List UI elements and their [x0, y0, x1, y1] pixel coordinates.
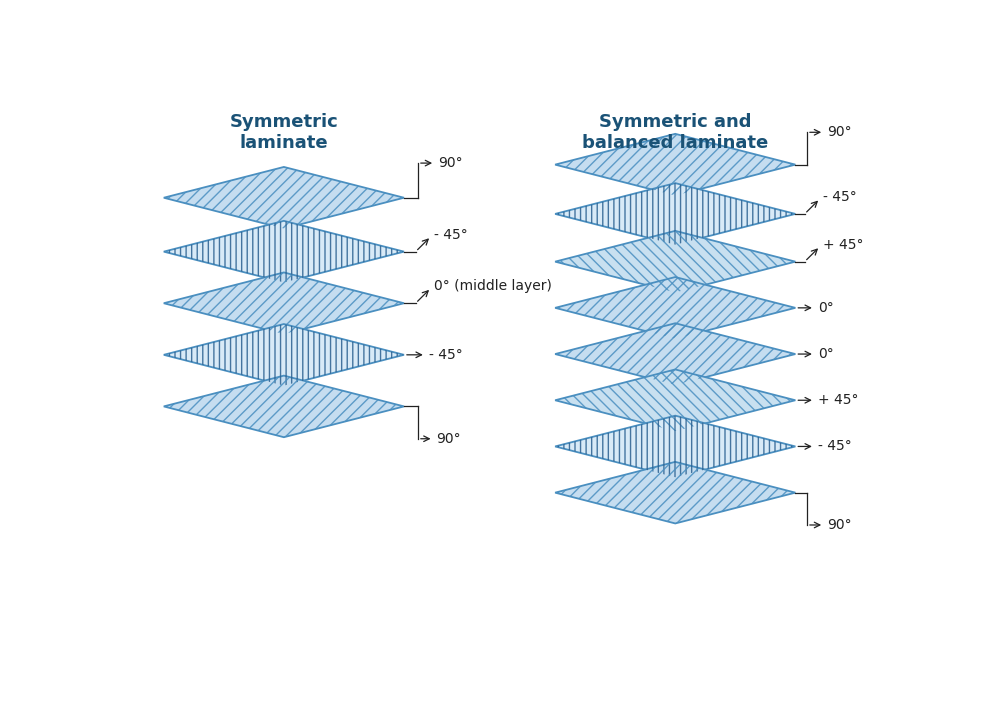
Text: 90°: 90° — [437, 432, 461, 446]
Text: - 45°: - 45° — [823, 190, 857, 204]
Text: - 45°: - 45° — [434, 228, 468, 242]
Text: Symmetric and
balanced laminate: Symmetric and balanced laminate — [582, 113, 768, 152]
Polygon shape — [555, 370, 795, 431]
Polygon shape — [555, 183, 795, 245]
Polygon shape — [555, 134, 795, 196]
Text: + 45°: + 45° — [818, 393, 858, 407]
Text: 90°: 90° — [827, 518, 852, 532]
Text: 0° (middle layer): 0° (middle layer) — [434, 279, 552, 294]
Polygon shape — [164, 324, 404, 385]
Text: - 45°: - 45° — [818, 439, 852, 454]
Text: 90°: 90° — [827, 125, 852, 139]
Text: + 45°: + 45° — [823, 237, 864, 252]
Polygon shape — [164, 375, 404, 437]
Polygon shape — [555, 324, 795, 385]
Text: 90°: 90° — [438, 156, 463, 170]
Text: - 45°: - 45° — [429, 348, 463, 362]
Polygon shape — [555, 231, 795, 292]
Polygon shape — [555, 462, 795, 523]
Text: 0°: 0° — [818, 347, 834, 361]
Polygon shape — [164, 167, 404, 228]
Polygon shape — [164, 221, 404, 282]
Polygon shape — [555, 277, 795, 338]
Text: Symmetric
laminate: Symmetric laminate — [230, 113, 338, 152]
Text: 0°: 0° — [818, 301, 834, 315]
Polygon shape — [164, 272, 404, 334]
Polygon shape — [555, 416, 795, 477]
